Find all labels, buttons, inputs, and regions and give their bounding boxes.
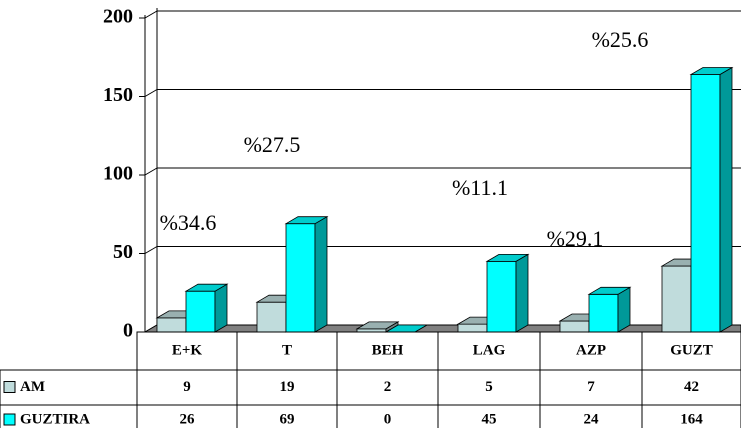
- bar: [355, 321, 400, 333]
- y-tick-label: 0: [123, 320, 133, 342]
- bar-face: [691, 67, 732, 75]
- bar-face: [485, 253, 530, 262]
- table-value: 42: [684, 379, 699, 395]
- table-value: 164: [680, 411, 703, 427]
- bar-face: [689, 67, 734, 75]
- y-tick-label: 150: [103, 84, 133, 106]
- back-wall: [145, 11, 741, 332]
- table-value: 26: [180, 411, 196, 427]
- bar-face: [559, 320, 590, 333]
- annotation: %34.6: [160, 210, 217, 235]
- x-tick-label: BEH: [372, 342, 404, 358]
- table-value: 7: [587, 379, 595, 395]
- table-value: 45: [482, 411, 497, 427]
- bar-face: [185, 290, 216, 333]
- legend-swatch: [3, 381, 16, 393]
- table-value: 2: [384, 379, 392, 395]
- bar-face: [357, 321, 398, 329]
- bar-face: [355, 321, 400, 330]
- bar: [587, 286, 632, 333]
- table-value: 0: [384, 411, 392, 427]
- bar-face: [516, 254, 528, 332]
- bar-face: [618, 287, 630, 332]
- table-cell: [641, 404, 741, 428]
- grid-line: [144, 89, 158, 97]
- bar-face: [315, 216, 327, 332]
- table-value: 9: [183, 379, 191, 395]
- bar-face: [720, 67, 732, 333]
- bar-face: [186, 284, 227, 292]
- x-tick-label: E+K: [172, 342, 203, 358]
- legend-label: GUZTIRA: [20, 411, 90, 427]
- bar-face: [486, 260, 517, 333]
- bar-face: [661, 265, 692, 333]
- bar-face: [256, 301, 287, 333]
- annotation: %29.1: [547, 226, 604, 251]
- bar-face: [156, 317, 187, 333]
- grid-line: [144, 10, 158, 19]
- bar: [485, 253, 530, 333]
- bar-face: [588, 293, 619, 333]
- table-value: 69: [280, 411, 295, 427]
- annotation: %25.6: [592, 27, 649, 52]
- x-tick-label: T: [282, 342, 292, 358]
- floor: [143, 324, 741, 333]
- bar: [689, 66, 734, 333]
- bar-face: [184, 283, 229, 292]
- grid-line: [144, 167, 158, 176]
- annotation: %27.5: [244, 132, 301, 157]
- table-value: 24: [584, 411, 600, 427]
- table-value: 5: [485, 379, 493, 395]
- bar-face: [215, 284, 227, 332]
- x-tick-label: AZP: [576, 342, 606, 358]
- bar-face: [589, 287, 630, 295]
- annotation: %11.1: [452, 175, 508, 200]
- legend-swatch: [3, 413, 16, 426]
- bar-face: [286, 216, 327, 224]
- bar-face: [285, 223, 316, 333]
- table-value: 19: [280, 379, 295, 395]
- x-tick-label: GUZT: [670, 342, 713, 358]
- x-tick-label: LAG: [473, 342, 506, 358]
- bar-face: [487, 254, 528, 262]
- y-tick-label: 50: [113, 241, 133, 263]
- legend-label: AM: [20, 379, 45, 395]
- bar-face: [587, 286, 632, 295]
- bar: [184, 283, 229, 333]
- bar-face: [690, 74, 721, 333]
- bar-face: [386, 325, 427, 332]
- bar-face: [457, 323, 488, 333]
- y-tick-label: 100: [103, 163, 133, 185]
- grid-line: [144, 246, 158, 254]
- bar: [284, 215, 329, 333]
- y-tick-label: 200: [103, 6, 133, 28]
- bar-face: [386, 321, 398, 332]
- bar-face: [284, 216, 329, 225]
